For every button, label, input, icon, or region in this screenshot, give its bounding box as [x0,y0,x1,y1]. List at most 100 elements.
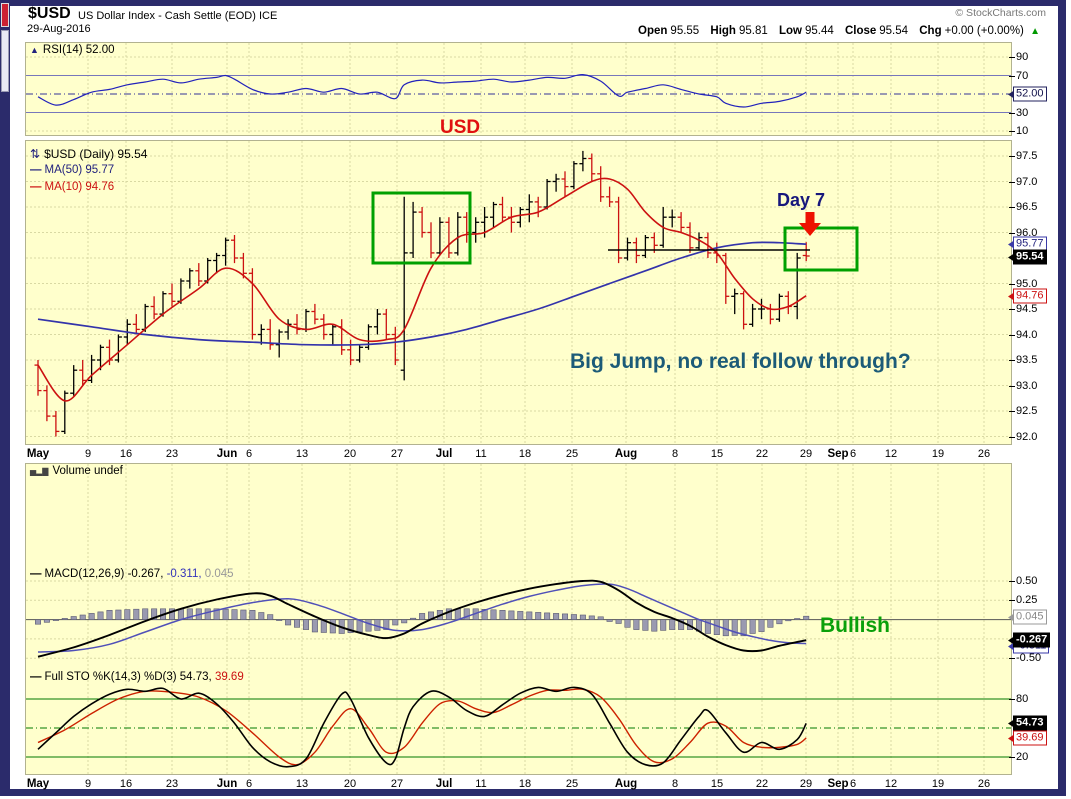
ma50-legend-text: MA(50) 95.77 [44,164,115,176]
ma50-legend: — MA(50) 95.77 [30,164,114,176]
usd-annotation: USD [440,117,481,138]
open-value: 95.55 [670,25,700,37]
macd-axis-label: -0.50 [1008,652,1042,665]
window-border-bottom [0,789,1066,796]
open-label: Open [638,25,668,37]
date-axis-label: 15 [710,448,724,460]
close-value: 95.54 [879,25,909,37]
rsi-axis-label: 70 [1008,69,1029,82]
axis-callout-rsi-value: 52.00 [1008,86,1047,102]
rsi-legend: ▲ RSI(14) 52.00 [30,44,115,56]
date-axis-label: 6 [245,778,253,790]
date-axis-label: 6 [849,778,857,790]
low-value: 95.44 [804,25,834,37]
date-axis-label: 27 [390,448,404,460]
sto-axis-label: 20 [1008,751,1029,763]
price-axis-label: 97.0 [1008,175,1038,188]
chart-date: 29-Aug-2016 [27,23,91,35]
high-value: 95.81 [738,25,768,37]
sto-legend: — Full STO %K(14,3) %D(3) 54.73, 39.69 [30,671,244,683]
price-axis-label: 94.0 [1008,328,1038,341]
price-axis-label: 95.0 [1008,277,1038,290]
ohlc-quote-line: Open 95.55 High 95.81 Low 95.44 Close 95.54 … [638,25,1040,37]
window-border-left [0,0,10,796]
date-axis-label: 16 [119,448,133,460]
date-axis-label: 13 [295,448,309,460]
date-axis-label: 22 [755,778,769,790]
price-axis-label: 94.5 [1008,303,1038,315]
axis-callout-macd-value: -0.267 [1007,632,1051,648]
stockcharts-credit: © StockCharts.com [955,7,1046,19]
macd-legend-hist: 0.045 [201,568,234,580]
date-axis-label: 25 [565,448,579,460]
sto-legend-main: Full STO %K(14,3) %D(3) 54.73, [44,671,212,683]
date-axis-label: 9 [84,448,92,460]
date-axis-label: 23 [165,448,179,460]
date-axis-label: 12 [884,778,898,790]
date-axis-label: 11 [475,778,487,790]
axis-callout-last-price: 95.54 [1008,249,1047,265]
date-axis-label: Jun [216,778,238,790]
date-axis-label: 6 [245,448,253,460]
window-border-right [1058,0,1066,796]
macd-legend-signal: -0.311, [163,568,202,580]
macd-axis-label: 0.25 [1008,594,1038,607]
axis-callout-macd-hist-value: 0.045 [1008,609,1047,625]
ma50-line-swatch: — [30,164,42,176]
date-axis-label: 18 [518,448,532,460]
date-axis-label: 20 [343,778,357,790]
price-axis-label: 92.5 [1008,405,1038,417]
instrument-title: US Dollar Index - Cash Settle (EOD) ICE [78,10,278,22]
rsi-axis-label: 30 [1008,106,1029,119]
date-axis-label: 23 [165,778,179,790]
date-axis-label: 11 [475,448,487,460]
date-axis-label: 29 [799,778,813,790]
macd-line-swatch: — [30,568,42,580]
date-axis-label: 12 [884,448,898,460]
date-axis-label: Aug [614,778,638,790]
sto-line-swatch: — [30,671,42,683]
date-axis-label: 16 [119,778,133,790]
big-jump-annotation: Big Jump, no real follow through? [570,350,911,373]
date-axis-label: 25 [565,778,579,790]
axis-callout-sto-k-value: 54.73 [1008,715,1047,731]
price-legend-text: $USD (Daily) 95.54 [44,147,148,161]
date-axis-label: Jun [216,448,238,460]
price-axis-label: 93.5 [1008,354,1038,366]
macd-legend-main: MACD(12,26,9) -0.267, [44,568,164,580]
date-axis-label: 9 [84,778,92,790]
bullish-annotation: Bullish [820,614,891,637]
date-axis-label: 20 [343,448,357,460]
price-axis-label: 96.0 [1008,226,1038,239]
sto-legend-d: 39.69 [211,671,244,683]
date-axis-label: 13 [295,778,309,790]
price-axis-label: 93.0 [1008,379,1038,392]
price-panel [25,140,1012,445]
date-axis-label: 27 [390,778,404,790]
date-axis-label: 26 [977,778,991,790]
date-axis-label: Aug [614,448,638,460]
volume-legend-text: Volume undef [52,465,123,477]
rsi-panel [25,42,1012,136]
date-axis-label: 18 [518,778,532,790]
date-axis-label: Jul [435,448,453,460]
window-border-top [0,0,1066,6]
axis-callout-ma10-value: 94.76 [1008,288,1047,304]
rsi-legend-text: RSI(14) 52.00 [42,44,115,56]
date-axis-label: Sep [827,448,849,460]
macd-legend: — MACD(12,26,9) -0.267, -0.311, 0.045 [30,568,234,580]
chg-value: +0.00 (+0.00%) [944,25,1024,37]
date-axis-label: Jul [435,778,453,790]
close-label: Close [844,25,877,37]
up-triangle-icon: ▲ [1030,26,1040,37]
ma10-line-swatch: — [30,181,42,193]
symbol-title: $USD [28,5,71,22]
area-chart-icon: ▲ [30,45,39,55]
left-edge-scrollbar-thumb[interactable] [1,30,9,92]
high-label: High [710,25,736,37]
date-axis-label: 8 [671,778,679,790]
axis-callout-ma50-value: 95.77 [1008,236,1047,252]
price-axis-label: 96.5 [1008,201,1038,213]
macd-axis-label: 0.50 [1008,575,1038,587]
